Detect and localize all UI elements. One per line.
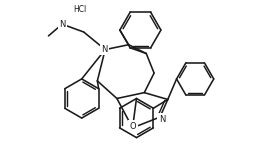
Text: N: N	[159, 114, 165, 124]
Text: N: N	[101, 45, 108, 54]
Text: O: O	[129, 122, 136, 131]
Text: N: N	[59, 20, 65, 29]
Text: HCl: HCl	[73, 5, 86, 14]
